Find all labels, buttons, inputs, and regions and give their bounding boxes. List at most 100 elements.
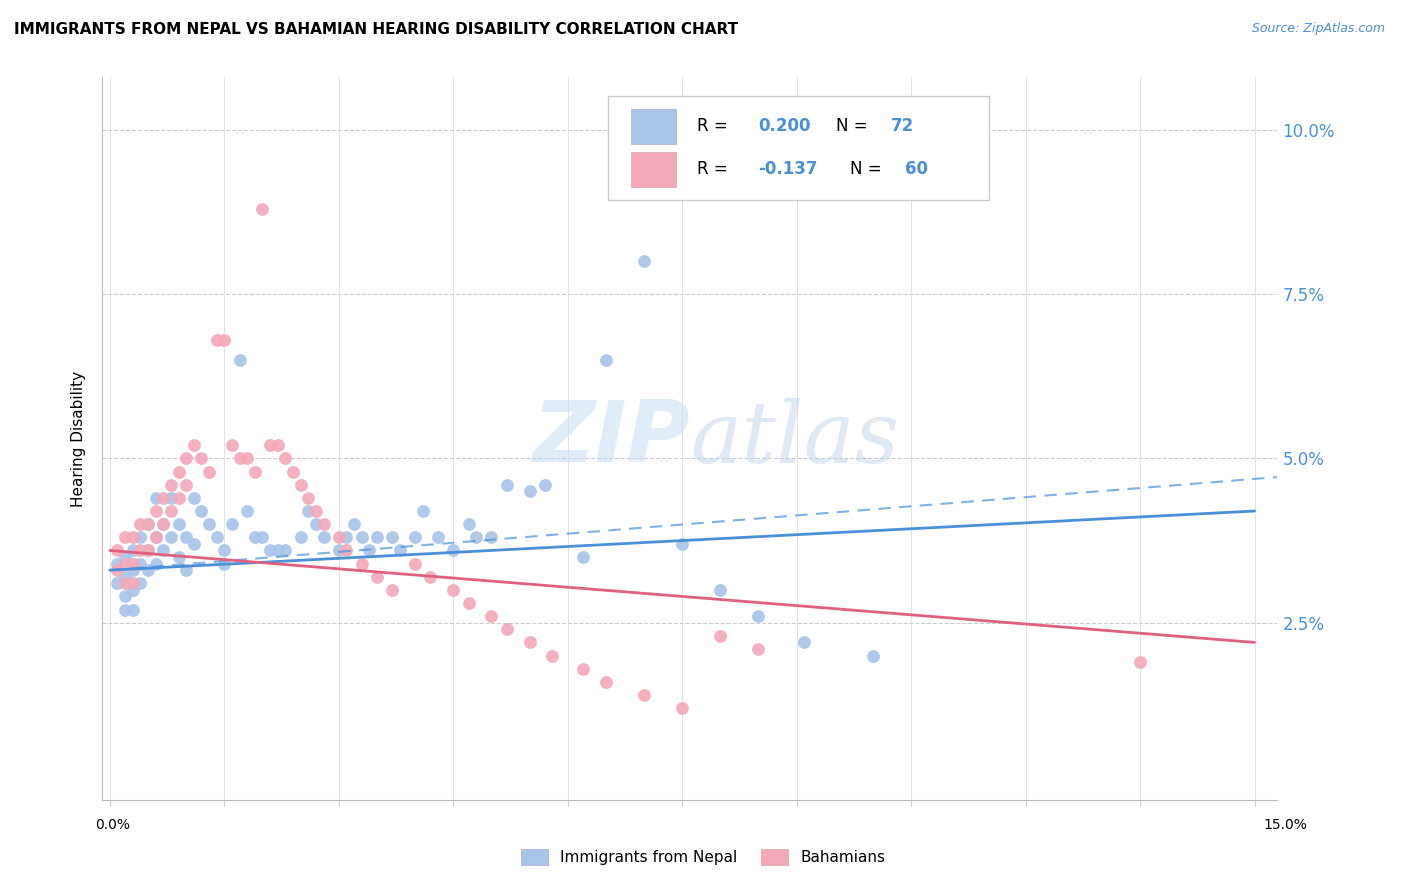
Point — [136, 517, 159, 532]
Point — [572, 549, 595, 564]
Point — [136, 517, 159, 532]
Point — [465, 530, 488, 544]
Point — [228, 451, 250, 466]
Point — [145, 491, 167, 505]
Point — [236, 504, 259, 518]
Point — [388, 543, 411, 558]
Point — [114, 549, 136, 564]
Text: Source: ZipAtlas.com: Source: ZipAtlas.com — [1251, 22, 1385, 36]
Point — [214, 543, 236, 558]
Point — [221, 438, 243, 452]
Point — [152, 543, 174, 558]
Text: 0.200: 0.200 — [758, 118, 810, 136]
Point — [709, 629, 731, 643]
Point — [595, 674, 617, 689]
Point — [114, 557, 136, 571]
Point — [274, 543, 297, 558]
FancyBboxPatch shape — [607, 95, 990, 201]
Point — [481, 609, 503, 624]
Point — [160, 504, 183, 518]
Point — [114, 602, 136, 616]
Point — [121, 582, 143, 597]
Point — [198, 517, 221, 532]
Point — [145, 557, 167, 571]
Point — [183, 438, 205, 452]
Point — [297, 504, 319, 518]
Point — [228, 353, 250, 368]
Point — [441, 582, 464, 597]
Point — [793, 635, 815, 649]
Point — [381, 582, 404, 597]
Point — [412, 504, 434, 518]
Point — [290, 530, 312, 544]
Text: atlas: atlas — [690, 398, 898, 480]
Point — [174, 563, 197, 577]
Point — [747, 642, 769, 657]
Text: 15.0%: 15.0% — [1264, 818, 1308, 832]
Point — [862, 648, 884, 663]
Point — [572, 662, 595, 676]
Point — [152, 517, 174, 532]
Point — [114, 590, 136, 604]
Point — [183, 537, 205, 551]
Point — [121, 602, 143, 616]
Point — [297, 491, 319, 505]
Point — [114, 570, 136, 584]
Point — [633, 688, 655, 702]
Point — [121, 530, 143, 544]
Legend: Immigrants from Nepal, Bahamians: Immigrants from Nepal, Bahamians — [515, 843, 891, 871]
Point — [190, 504, 212, 518]
Point — [366, 570, 388, 584]
Point — [274, 451, 297, 466]
Point — [519, 484, 541, 499]
Point — [252, 202, 274, 216]
Point — [1129, 655, 1152, 669]
Point — [160, 477, 183, 491]
Point — [129, 576, 152, 591]
Text: -0.137: -0.137 — [758, 161, 817, 178]
Point — [121, 543, 143, 558]
Point — [174, 451, 197, 466]
Point — [174, 477, 197, 491]
Point — [205, 333, 228, 347]
Text: R =: R = — [697, 118, 733, 136]
Point — [350, 530, 373, 544]
Point — [441, 543, 464, 558]
Point — [633, 254, 655, 268]
Point — [167, 465, 190, 479]
Point — [381, 530, 404, 544]
Point — [107, 543, 129, 558]
Point — [221, 517, 243, 532]
Point — [243, 465, 266, 479]
Point — [114, 576, 136, 591]
Point — [481, 530, 503, 544]
Point — [259, 438, 281, 452]
Point — [145, 530, 167, 544]
Point — [328, 543, 350, 558]
Point — [747, 609, 769, 624]
Point — [404, 530, 426, 544]
Point — [167, 549, 190, 564]
Point — [190, 451, 212, 466]
Point — [457, 517, 479, 532]
Point — [198, 465, 221, 479]
Point — [252, 530, 274, 544]
Point — [160, 491, 183, 505]
Point — [243, 530, 266, 544]
Point — [267, 438, 290, 452]
Text: N =: N = — [849, 161, 887, 178]
Text: ZIP: ZIP — [533, 397, 690, 480]
Point — [121, 576, 143, 591]
Point — [335, 530, 357, 544]
Point — [236, 451, 259, 466]
FancyBboxPatch shape — [631, 109, 676, 144]
Point — [107, 576, 129, 591]
Point — [145, 504, 167, 518]
Y-axis label: Hearing Disability: Hearing Disability — [72, 371, 86, 507]
Point — [121, 557, 143, 571]
Point — [312, 530, 335, 544]
Point — [419, 570, 441, 584]
Point — [359, 543, 381, 558]
Point — [129, 530, 152, 544]
Text: 72: 72 — [891, 118, 914, 136]
